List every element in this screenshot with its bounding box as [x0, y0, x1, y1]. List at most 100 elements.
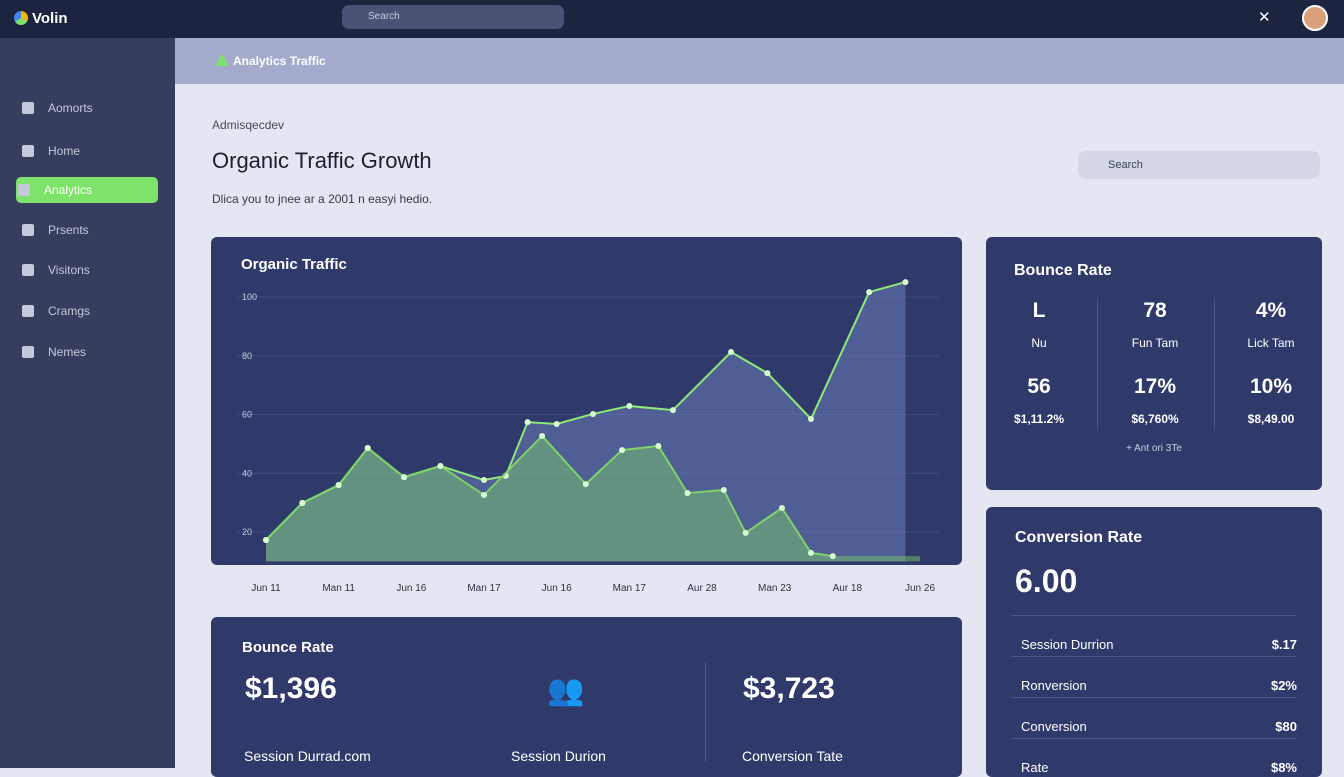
stat-value: 17% [1133, 375, 1177, 398]
area [266, 435, 920, 562]
nav-label: Nemes [48, 345, 87, 359]
traffic-card [211, 237, 962, 565]
point [590, 410, 596, 417]
nav-label: Home [48, 144, 81, 158]
chart-title: Organic Traffic [241, 256, 347, 273]
point [553, 420, 560, 427]
search-text: Search [368, 11, 400, 22]
point [902, 279, 909, 286]
page-subtitle: Dlica you to jnee ar a 2001 n easyi hedi… [212, 192, 433, 206]
row-value: $80 [1275, 719, 1297, 734]
people-icon: 👥 [547, 674, 585, 707]
point [829, 553, 836, 560]
row-value: $.17 [1271, 637, 1297, 652]
nav-label: Visitons [48, 263, 90, 277]
point [263, 536, 269, 543]
stat-label: $6,760% [1131, 412, 1179, 426]
avatar[interactable] [1302, 5, 1328, 31]
nav-item[interactable]: Cramgs [20, 298, 158, 324]
nav-item[interactable]: Prsents [20, 217, 158, 243]
point [808, 415, 814, 422]
point [728, 348, 735, 355]
stat-label: $1,11.2% [1013, 412, 1065, 426]
row-value: $2% [1270, 678, 1297, 693]
bottom-label: Session Durrad.com [244, 748, 371, 764]
nav-item[interactable]: Home [20, 138, 158, 164]
breadcrumb: Admisqecdev [212, 118, 285, 132]
point [299, 499, 306, 506]
bottom-label: Session Durion [511, 748, 606, 764]
divider [705, 662, 706, 762]
x-tick-label: Aur 28 [687, 583, 717, 594]
nav-icon [22, 346, 34, 358]
stat-value: 56 [1027, 375, 1051, 398]
point [669, 407, 676, 414]
point [539, 432, 546, 439]
point [742, 529, 749, 536]
conversion-card: Conversion Rate 6.00 Session Durrion $.17… [986, 507, 1322, 777]
sidebar: Aomorts Home Analytics Prsents Visitons Cramg… [0, 38, 175, 768]
stat-value: 78 [1143, 299, 1167, 322]
conversion-value: 6.00 [1015, 563, 1078, 599]
nav-icon [18, 184, 30, 196]
stat-value: 4% [1255, 299, 1287, 322]
point [655, 442, 662, 449]
nav-item[interactable]: Visitons [20, 257, 158, 283]
x-tick-label: Jun 26 [905, 583, 935, 594]
point [524, 419, 531, 426]
page-search[interactable]: Search [1078, 151, 1320, 179]
point [364, 445, 371, 452]
x-tick-label: Aur 18 [833, 583, 863, 594]
x-tick-label: Man 17 [613, 583, 647, 594]
logo-icon [14, 11, 28, 25]
point [335, 482, 342, 489]
point [582, 481, 589, 488]
bottom-value-2: $3,723 [743, 672, 835, 705]
point [684, 489, 691, 496]
x-tick-label: Jun 16 [542, 583, 572, 594]
nav-item[interactable]: Analytics [16, 177, 158, 203]
row-line [1011, 615, 1296, 616]
bottom-value-1: $1,396 [245, 672, 337, 705]
nav-label: Aomorts [48, 101, 93, 115]
point [626, 403, 633, 410]
nav-icon [22, 224, 34, 236]
x-tick-label: Man 11 [322, 583, 355, 594]
y-tick-label: 100 [242, 292, 257, 302]
nav-icon [22, 145, 34, 157]
x-tick-label: Jun 11 [251, 583, 281, 594]
row-line [1011, 738, 1296, 739]
stat-value: 10% [1249, 375, 1293, 398]
divider [1097, 299, 1098, 429]
bounce-card: Bounce Rate + Ant ori 3Te L Nu 78 Fun Tam 4%… [986, 237, 1322, 490]
y-tick-label: 40 [242, 468, 252, 478]
search-box[interactable]: Search [342, 5, 564, 29]
row-line [1011, 656, 1296, 657]
x-tick-label: Jun 16 [396, 583, 426, 594]
conversion-title: Conversion Rate [1015, 529, 1143, 546]
header-title: Analytics Traffic [233, 54, 326, 68]
header-icon [215, 54, 229, 66]
point [808, 549, 814, 556]
point [764, 370, 771, 377]
row-label: Session Durrion [1021, 637, 1114, 652]
bounce-note: + Ant ori 3Te [1126, 443, 1182, 454]
nav-label: Cramgs [48, 304, 91, 318]
row-label: Conversion [1021, 719, 1087, 734]
bounce-title: Bounce Rate [1014, 262, 1112, 279]
x-tick-label: Man 23 [758, 583, 792, 594]
page-search-text: Search [1108, 159, 1143, 171]
nav-item[interactable]: Aomorts [20, 95, 158, 121]
nav-item[interactable]: Nemes [20, 339, 158, 365]
nav-icon [22, 102, 34, 114]
pin-icon[interactable]: ✕ [1258, 9, 1271, 26]
point [720, 487, 727, 494]
header-bar: Analytics Traffic [175, 38, 1344, 84]
point [437, 462, 444, 469]
point [619, 447, 626, 454]
nav-label: Analytics [44, 183, 93, 197]
point [481, 477, 487, 484]
stat-label: Nu [1031, 336, 1047, 350]
nav-icon [22, 305, 34, 317]
